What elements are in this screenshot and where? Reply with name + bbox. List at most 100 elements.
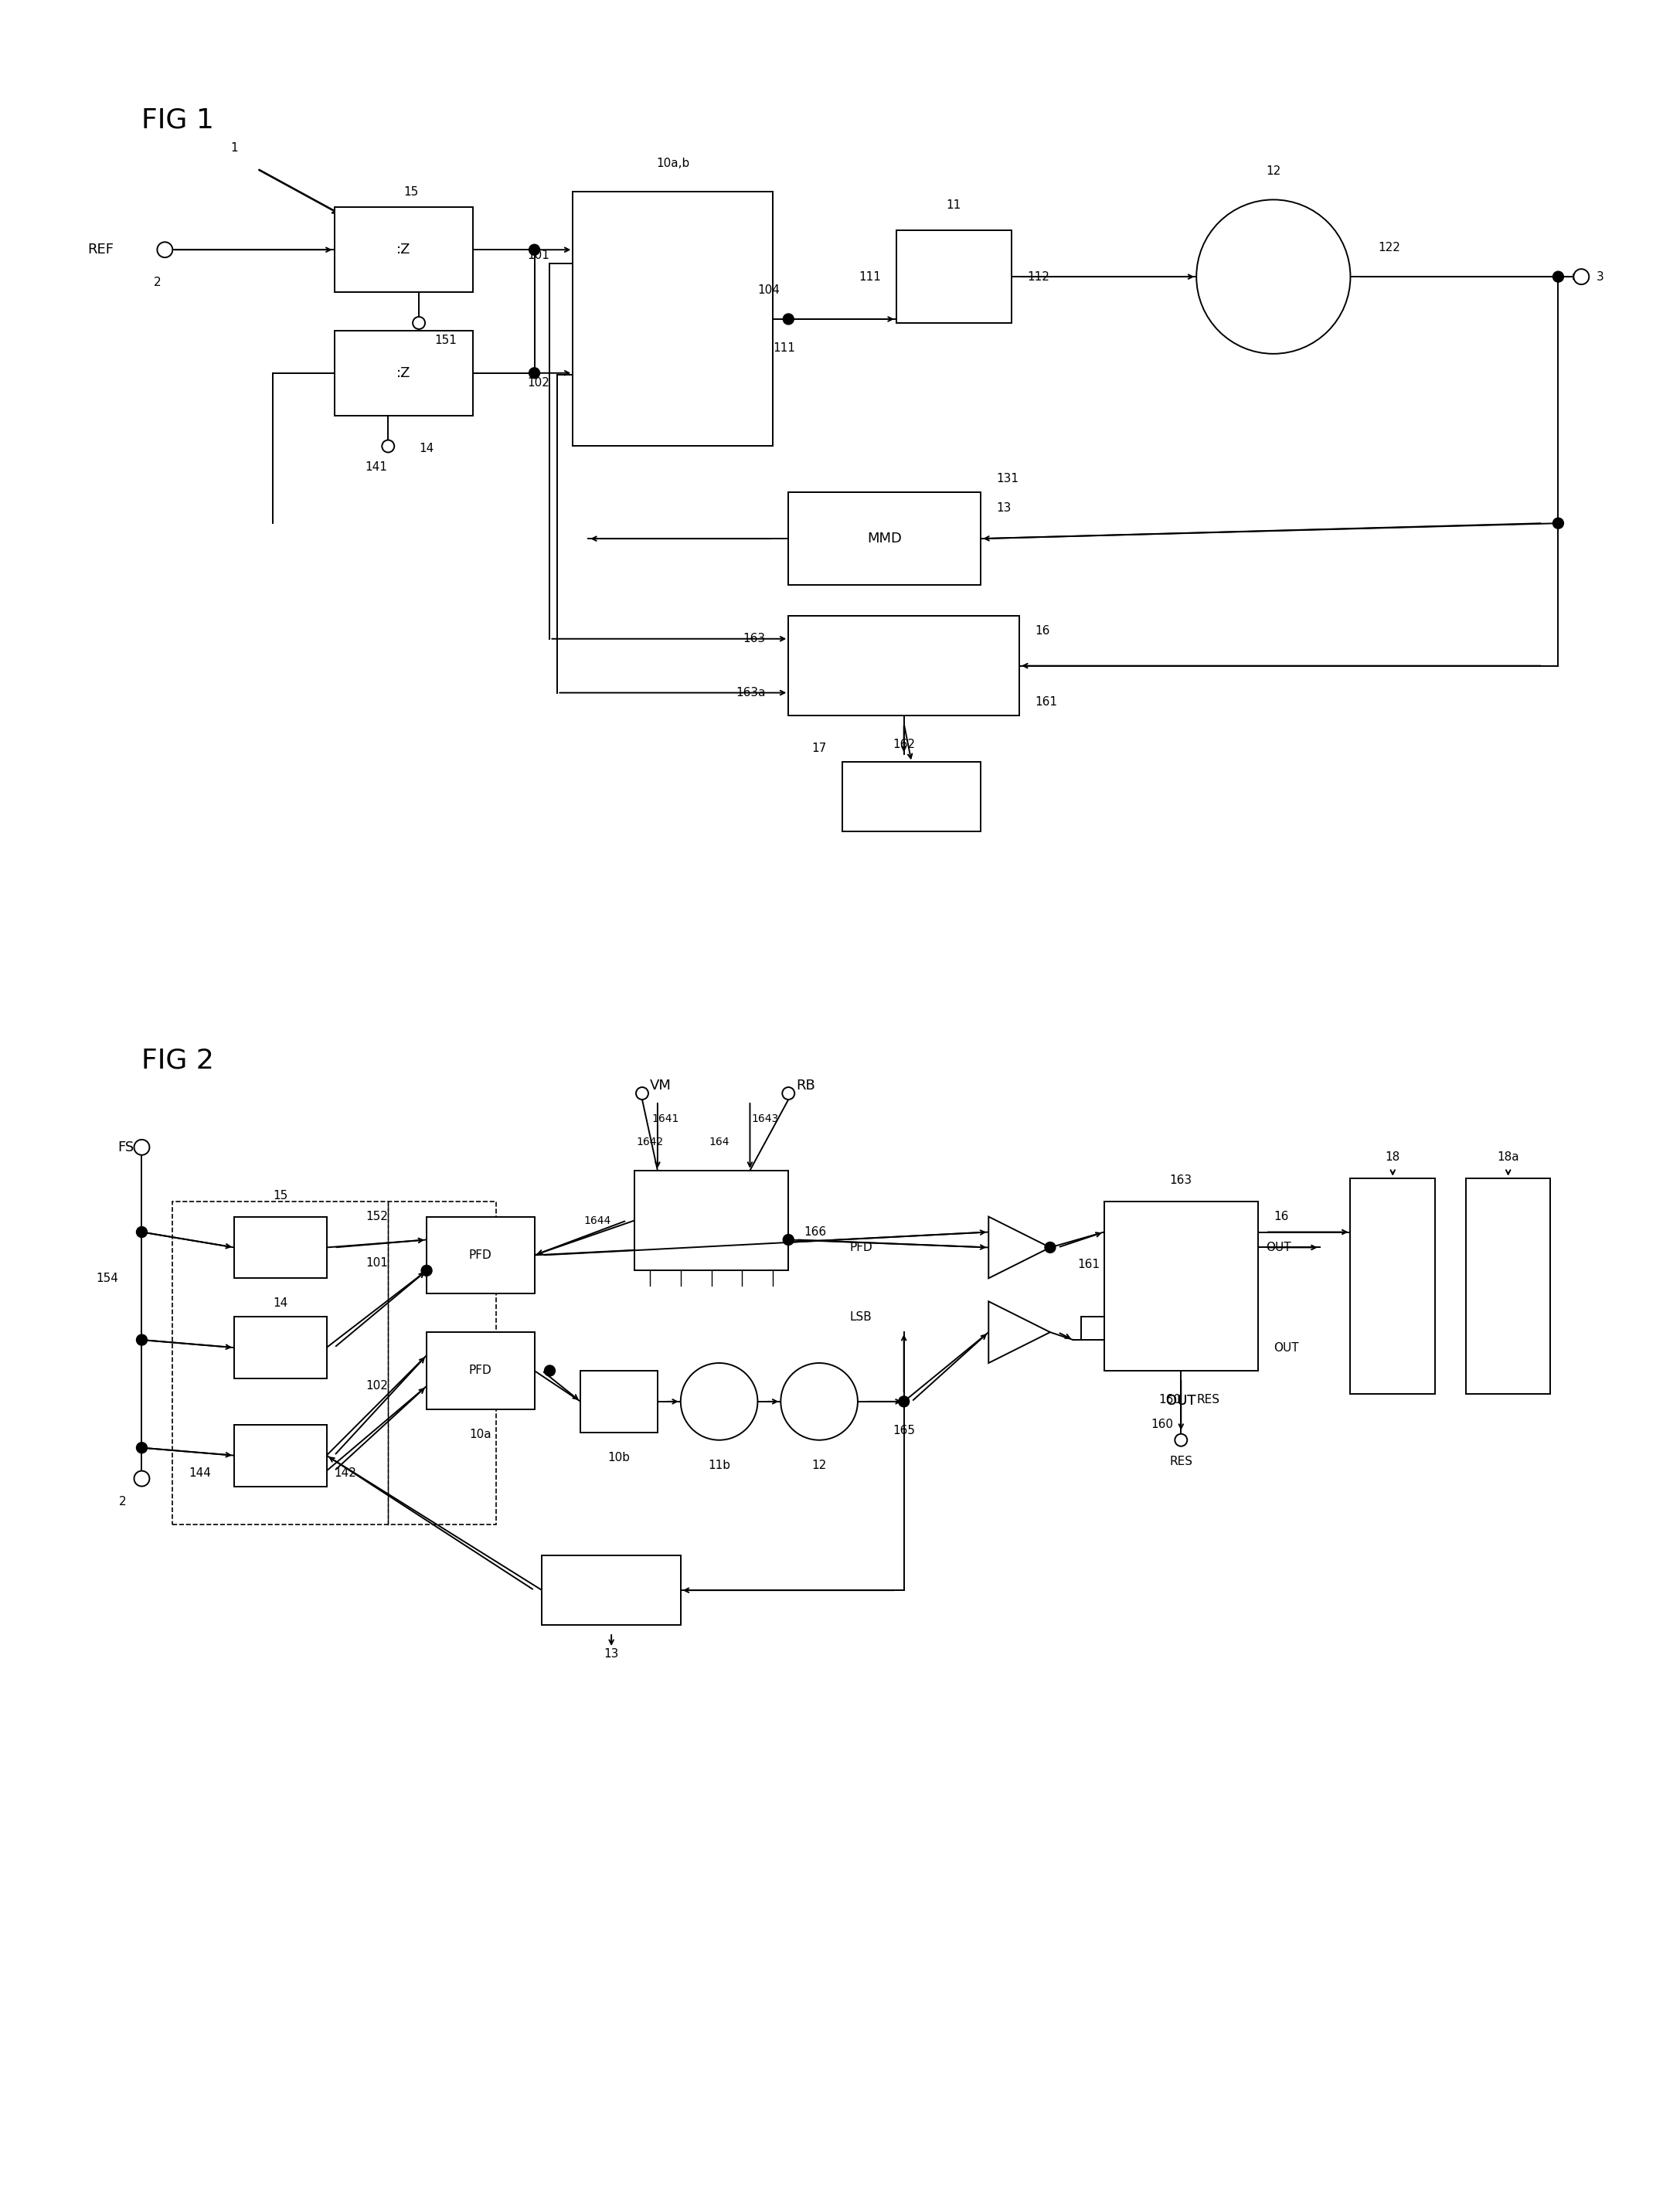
Text: 18a: 18a — [1497, 1152, 1519, 1163]
Bar — [895, 229, 1011, 322]
Bar — [427, 1332, 534, 1410]
Text: 1644: 1644 — [585, 1216, 612, 1227]
Text: 2: 2 — [119, 1496, 126, 1507]
Text: 12: 12 — [811, 1460, 827, 1471]
Circle shape — [134, 1471, 150, 1487]
Bar — [1351, 1178, 1435, 1394]
Text: 152: 152 — [366, 1211, 388, 1222]
Text: 154: 154 — [96, 1273, 119, 1284]
Text: 12: 12 — [1267, 165, 1280, 176]
Text: 14: 14 — [418, 443, 433, 454]
Circle shape — [529, 368, 539, 379]
Text: FIG 1: FIG 1 — [141, 108, 215, 135]
Polygon shape — [988, 1302, 1050, 1363]
Bar — [234, 1218, 326, 1277]
Text: 10b: 10b — [608, 1452, 630, 1463]
Circle shape — [136, 1443, 148, 1454]
Text: 163: 163 — [743, 633, 766, 644]
Text: 104: 104 — [758, 285, 780, 296]
Text: 17: 17 — [811, 743, 827, 754]
Text: 16: 16 — [1035, 624, 1050, 638]
Circle shape — [1552, 518, 1564, 529]
Bar — [788, 492, 981, 585]
Text: 15: 15 — [403, 185, 418, 199]
Circle shape — [1045, 1242, 1055, 1253]
Bar — [788, 615, 1020, 717]
Text: 111: 111 — [858, 271, 880, 282]
Bar — [1467, 1178, 1551, 1394]
Text: VM: VM — [650, 1079, 672, 1092]
Text: 151: 151 — [435, 335, 457, 346]
Text: 2: 2 — [153, 276, 161, 289]
Text: OUT: OUT — [1166, 1394, 1196, 1407]
Text: 165: 165 — [892, 1425, 916, 1436]
Circle shape — [381, 439, 395, 452]
Text: 111: 111 — [773, 342, 795, 353]
Circle shape — [1552, 271, 1564, 282]
Circle shape — [413, 318, 425, 329]
Circle shape — [637, 1088, 648, 1099]
Text: 144: 144 — [188, 1467, 212, 1478]
Text: 160: 160 — [1159, 1394, 1181, 1405]
Text: 166: 166 — [803, 1227, 827, 1238]
Text: :Z: :Z — [396, 366, 410, 379]
Bar — [543, 1555, 680, 1626]
Circle shape — [136, 1335, 148, 1346]
Bar — [234, 1317, 326, 1379]
Text: 161: 161 — [1077, 1260, 1100, 1271]
Text: 13: 13 — [996, 503, 1011, 514]
Text: 141: 141 — [365, 461, 388, 474]
Text: FS: FS — [118, 1141, 134, 1154]
Circle shape — [680, 1363, 758, 1441]
Text: 163: 163 — [1169, 1174, 1193, 1187]
Text: RES: RES — [1196, 1394, 1220, 1405]
Text: 160: 160 — [1151, 1418, 1173, 1429]
Text: 18: 18 — [1386, 1152, 1399, 1163]
Text: 13: 13 — [603, 1648, 618, 1659]
Circle shape — [1174, 1434, 1188, 1447]
Circle shape — [783, 1235, 795, 1244]
Circle shape — [134, 1141, 150, 1156]
Text: MMD: MMD — [867, 532, 902, 545]
Text: 1642: 1642 — [637, 1136, 664, 1147]
Text: OUT: OUT — [1265, 1242, 1290, 1253]
Bar — [581, 1370, 657, 1432]
Text: 101: 101 — [366, 1257, 388, 1268]
Text: 16: 16 — [1273, 1211, 1289, 1222]
Text: 164: 164 — [709, 1136, 729, 1147]
Text: 102: 102 — [528, 377, 549, 388]
Text: 101: 101 — [528, 249, 549, 260]
Text: 122: 122 — [1378, 243, 1399, 254]
Circle shape — [781, 1363, 858, 1441]
Text: 112: 112 — [1026, 271, 1050, 282]
Text: 131: 131 — [996, 472, 1018, 485]
Text: OUT: OUT — [1273, 1341, 1299, 1354]
Bar — [427, 1218, 534, 1293]
Circle shape — [783, 313, 795, 324]
Polygon shape — [988, 1218, 1050, 1277]
Text: 142: 142 — [334, 1467, 356, 1478]
Bar — [234, 1425, 326, 1487]
Text: 1643: 1643 — [751, 1114, 780, 1125]
Bar — [334, 331, 472, 415]
Bar — [573, 192, 773, 446]
Circle shape — [136, 1227, 148, 1238]
Text: 163a: 163a — [736, 686, 766, 699]
Text: 11: 11 — [946, 201, 961, 212]
Text: RES: RES — [1169, 1456, 1193, 1467]
Text: REF: REF — [87, 243, 114, 256]
Text: 15: 15 — [272, 1189, 287, 1202]
Text: 3: 3 — [1596, 271, 1604, 282]
Text: 162: 162 — [892, 739, 916, 750]
Bar — [1104, 1202, 1258, 1370]
Text: 10a,b: 10a,b — [657, 157, 690, 170]
Text: 161: 161 — [1035, 697, 1057, 708]
Circle shape — [544, 1366, 554, 1377]
Text: 10a: 10a — [469, 1429, 492, 1441]
Text: PFD: PFD — [469, 1366, 492, 1377]
Circle shape — [783, 1088, 795, 1099]
Text: LSB: LSB — [850, 1310, 872, 1324]
Circle shape — [1574, 269, 1589, 285]
Text: 14: 14 — [272, 1297, 287, 1308]
Bar — [173, 1202, 496, 1524]
